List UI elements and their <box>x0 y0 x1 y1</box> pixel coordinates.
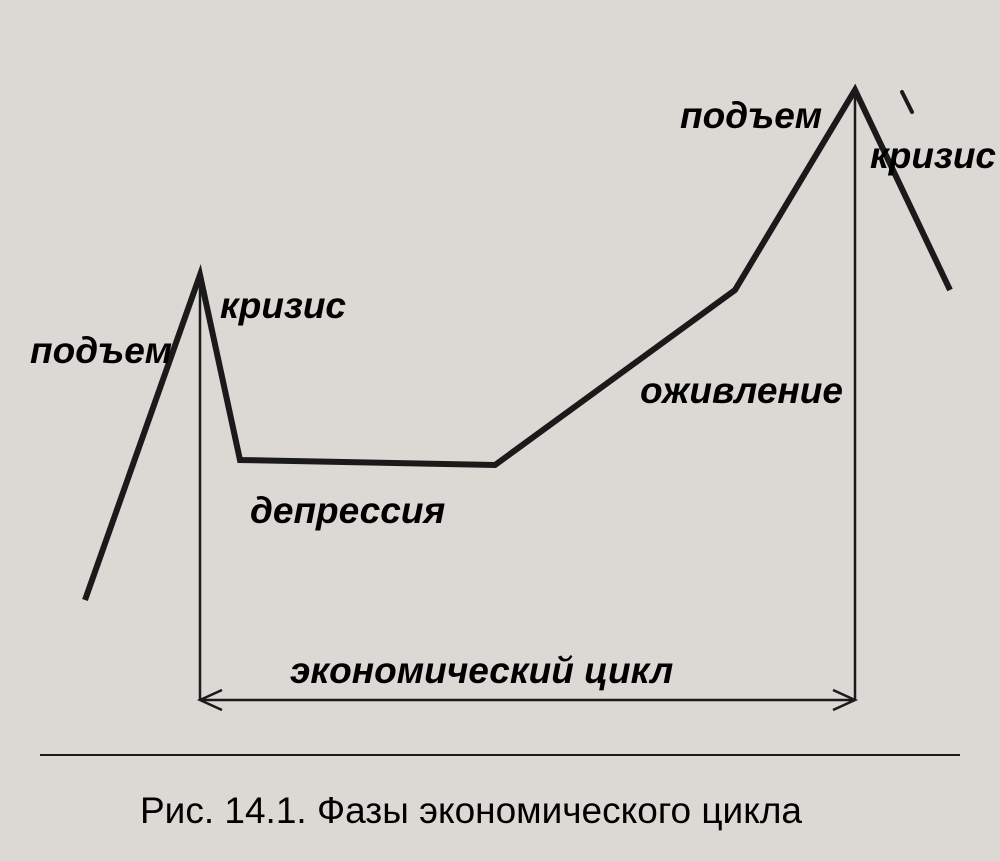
label-rise-left: подъем <box>30 330 172 372</box>
label-depression: депрессия <box>250 490 445 532</box>
label-crisis-left: кризис <box>220 285 346 327</box>
label-rise-right: подъем <box>680 95 822 137</box>
label-crisis-right: кризис <box>870 135 996 177</box>
figure-caption: Рис. 14.1. Фазы экономического цикла <box>140 790 802 832</box>
label-cycle: экономический цикл <box>290 650 673 692</box>
label-revival: оживление <box>640 370 843 412</box>
economic-cycle-diagram: подъем кризис депрессия оживление подъем… <box>0 0 1000 861</box>
diagram-svg <box>0 0 1000 861</box>
